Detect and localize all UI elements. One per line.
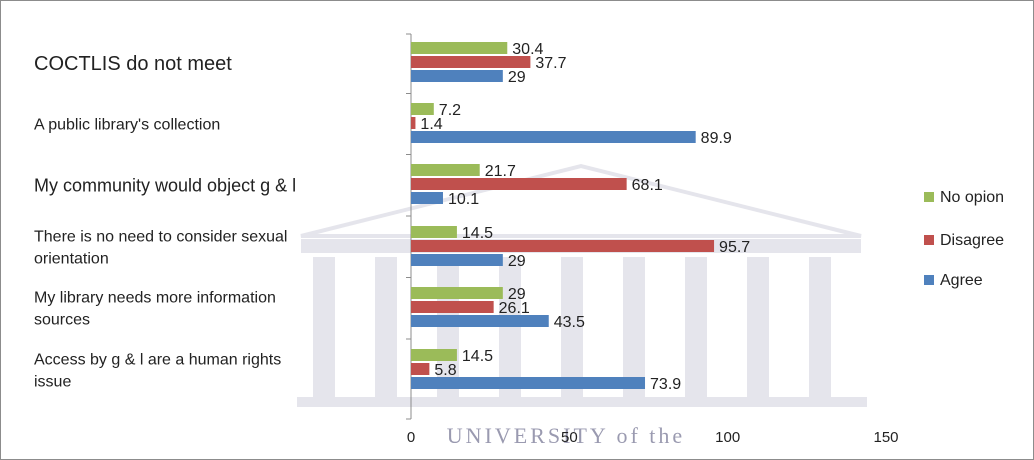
bar-no-opion xyxy=(411,164,480,176)
bar-no-opion xyxy=(411,103,434,115)
x-tick-label: 150 xyxy=(873,429,898,446)
bar-value-label: 29 xyxy=(508,253,526,270)
bar-disagree xyxy=(411,240,715,252)
bar-agree xyxy=(411,70,503,82)
bar-no-opion xyxy=(411,226,457,238)
category-label-line: orientation xyxy=(34,251,109,268)
bar-value-label: 14.5 xyxy=(462,348,493,365)
bar-value-label: 7.2 xyxy=(439,102,461,119)
watermark-column xyxy=(747,257,769,397)
category-label: There is no need to consider sexual orien… xyxy=(34,229,287,268)
bar-disagree xyxy=(411,301,494,313)
bar-value-label: 1.4 xyxy=(420,116,442,133)
bar-value-label: 26.1 xyxy=(499,300,530,317)
bar-value-label: 14.5 xyxy=(462,225,493,242)
legend-swatch xyxy=(924,275,934,285)
bar-value-label: 21.7 xyxy=(485,163,516,180)
category-label-line: issue xyxy=(34,374,71,391)
bar-disagree xyxy=(411,56,531,68)
watermark-text: UNIVERSITY of the xyxy=(447,423,685,448)
watermark-base xyxy=(297,397,867,407)
bar-value-label: 68.1 xyxy=(632,177,663,194)
category-label: COCTLIS do not meet xyxy=(34,53,232,75)
bar-agree xyxy=(411,192,443,204)
bar-value-label: 89.9 xyxy=(701,130,732,147)
x-tick-label: 50 xyxy=(561,429,578,446)
bar-value-label: 95.7 xyxy=(719,239,750,256)
legend-swatch xyxy=(924,192,934,202)
category-label-line: There is no need to consider sexual xyxy=(34,229,287,246)
x-tick-label: 0 xyxy=(407,429,415,446)
bar-value-label: 37.7 xyxy=(535,55,566,72)
category-label-line: COCTLIS do not meet xyxy=(34,53,232,75)
bar-value-label: 73.9 xyxy=(650,376,681,393)
watermark-column xyxy=(685,257,707,397)
bar-agree xyxy=(411,254,503,266)
category-label-line: My library needs more information xyxy=(34,290,276,307)
bar-value-label: 10.1 xyxy=(448,191,479,208)
bar-value-label: 43.5 xyxy=(554,314,585,331)
x-tick-label: 100 xyxy=(715,429,740,446)
bar-value-label: 5.8 xyxy=(434,362,456,379)
bar-value-label: 29 xyxy=(508,286,526,303)
bar-no-opion xyxy=(411,42,508,54)
bar-value-label: 29 xyxy=(508,69,526,86)
legend-label: Agree xyxy=(940,272,983,289)
bar-agree xyxy=(411,315,549,327)
bar-disagree xyxy=(411,363,430,375)
bar-disagree xyxy=(411,117,416,129)
bar-agree xyxy=(411,131,696,143)
category-label: A public library's collection xyxy=(34,117,220,134)
legend-label: No opion xyxy=(940,189,1004,206)
category-label: My library needs more information sources xyxy=(34,290,276,329)
watermark-column xyxy=(313,257,335,397)
watermark-roof xyxy=(300,163,862,238)
watermark-column xyxy=(375,257,397,397)
bar-disagree xyxy=(411,178,627,190)
bar-value-label: 30.4 xyxy=(512,41,543,58)
legend-swatch xyxy=(924,235,934,245)
category-label: My community would object g & l xyxy=(34,175,296,195)
category-label-line: A public library's collection xyxy=(34,117,220,134)
legend-label: Disagree xyxy=(940,232,1004,249)
watermark-column xyxy=(561,257,583,397)
watermark-building xyxy=(297,163,867,407)
watermark-column xyxy=(623,257,645,397)
watermark-column xyxy=(809,257,831,397)
category-label-line: Access by g & l are a human rights xyxy=(34,352,281,369)
category-label-line: My community would object g & l xyxy=(34,175,296,195)
category-label-line: sources xyxy=(34,312,90,329)
bar-no-opion xyxy=(411,349,457,361)
bar-no-opion xyxy=(411,287,503,299)
bar-agree xyxy=(411,377,646,389)
category-label: Access by g & l are a human rights issue xyxy=(34,352,281,391)
